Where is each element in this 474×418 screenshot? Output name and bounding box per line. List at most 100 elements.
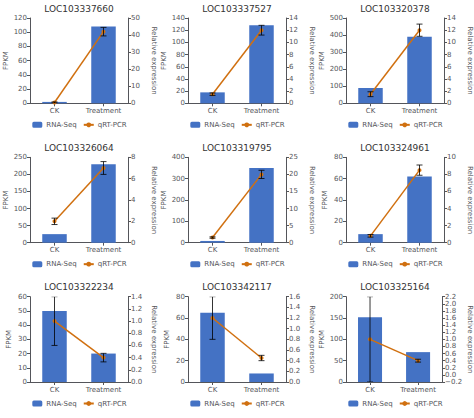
svg-text:Relative expression: Relative expression <box>466 27 474 95</box>
svg-text:10: 10 <box>131 82 140 90</box>
svg-text:qRT-PCR: qRT-PCR <box>414 400 443 408</box>
svg-text:RNA-Seq: RNA-Seq <box>362 400 392 408</box>
svg-text:0.0: 0.0 <box>289 378 300 386</box>
svg-text:0: 0 <box>131 239 135 247</box>
svg-text:Relative expression: Relative expression <box>150 305 158 373</box>
svg-text:60: 60 <box>18 293 27 301</box>
svg-text:20: 20 <box>176 87 185 95</box>
svg-text:40: 40 <box>334 196 343 204</box>
svg-text:120: 120 <box>172 26 185 34</box>
svg-text:FPKM: FPKM <box>163 330 171 349</box>
svg-text:RNA-Seq: RNA-Seq <box>362 121 392 129</box>
svg-text:100: 100 <box>330 335 343 343</box>
svg-text:0.8: 0.8 <box>131 329 142 337</box>
svg-text:25: 25 <box>289 153 298 161</box>
svg-text:50: 50 <box>131 14 140 22</box>
svg-text:Treatment: Treatment <box>401 246 438 254</box>
svg-text:FPKM: FPKM <box>160 51 168 70</box>
svg-text:Treatment: Treatment <box>85 386 122 394</box>
svg-text:0.0: 0.0 <box>445 371 456 379</box>
svg-text:4: 4 <box>447 75 452 83</box>
svg-text:−0.2: −0.2 <box>445 378 462 386</box>
svg-text:1.4: 1.4 <box>445 321 457 329</box>
svg-text:0: 0 <box>289 239 293 247</box>
svg-text:CK: CK <box>208 246 218 254</box>
svg-text:Treatment: Treatment <box>243 107 280 115</box>
svg-text:250: 250 <box>14 153 27 161</box>
svg-text:40: 40 <box>18 71 27 79</box>
svg-text:LOC103325164: LOC103325164 <box>360 282 430 292</box>
svg-text:80: 80 <box>334 153 343 161</box>
svg-text:CK: CK <box>50 107 60 115</box>
svg-text:RNA-Seq: RNA-Seq <box>46 400 76 408</box>
svg-text:15: 15 <box>289 187 298 195</box>
svg-text:200: 200 <box>14 170 27 178</box>
svg-text:200: 200 <box>330 65 343 73</box>
svg-text:100: 100 <box>14 28 27 36</box>
svg-text:FPKM: FPKM <box>318 51 326 70</box>
svg-text:FPKM: FPKM <box>5 330 13 349</box>
svg-text:0: 0 <box>339 239 343 247</box>
svg-text:0: 0 <box>181 99 185 107</box>
svg-text:Treatment: Treatment <box>243 246 280 254</box>
svg-text:60: 60 <box>18 57 27 65</box>
svg-text:2.0: 2.0 <box>445 300 456 308</box>
svg-text:Treatment: Treatment <box>85 107 122 115</box>
svg-text:0.0: 0.0 <box>131 378 142 386</box>
svg-text:200: 200 <box>172 196 185 204</box>
svg-text:0.4: 0.4 <box>445 357 457 365</box>
svg-text:0.4: 0.4 <box>131 354 143 362</box>
svg-text:LOC103342117: LOC103342117 <box>202 282 272 292</box>
svg-text:5: 5 <box>289 222 293 230</box>
svg-text:100: 100 <box>172 38 185 46</box>
svg-text:60: 60 <box>176 314 185 322</box>
svg-text:20: 20 <box>18 350 27 358</box>
svg-text:CK: CK <box>208 386 218 394</box>
svg-text:20: 20 <box>289 170 298 178</box>
svg-text:0: 0 <box>181 239 185 247</box>
svg-text:50: 50 <box>334 357 343 365</box>
svg-text:100: 100 <box>14 205 27 213</box>
svg-text:1.4: 1.4 <box>289 303 301 311</box>
svg-text:RNA-Seq: RNA-Seq <box>362 260 392 268</box>
svg-text:14: 14 <box>447 14 456 22</box>
svg-text:100: 100 <box>172 217 185 225</box>
svg-text:CK: CK <box>208 107 218 115</box>
svg-text:1.8: 1.8 <box>445 307 456 315</box>
svg-text:RNA-Seq: RNA-Seq <box>46 260 76 268</box>
svg-text:30: 30 <box>18 335 27 343</box>
svg-text:Relative expression: Relative expression <box>466 166 474 234</box>
svg-text:Relative expression: Relative expression <box>308 305 316 373</box>
svg-text:0.2: 0.2 <box>445 364 456 372</box>
svg-text:1.4: 1.4 <box>131 293 143 301</box>
svg-text:qRT-PCR: qRT-PCR <box>98 400 127 408</box>
svg-text:100: 100 <box>330 82 343 90</box>
svg-text:2: 2 <box>447 87 451 95</box>
svg-text:1.6: 1.6 <box>289 293 301 301</box>
svg-text:20: 20 <box>334 217 343 225</box>
svg-text:0: 0 <box>289 99 293 107</box>
svg-text:1.2: 1.2 <box>445 328 456 336</box>
svg-text:10: 10 <box>18 364 27 372</box>
svg-text:qRT-PCR: qRT-PCR <box>98 121 127 129</box>
svg-text:150: 150 <box>14 187 27 195</box>
svg-text:60: 60 <box>334 175 343 183</box>
svg-text:LOC103337660: LOC103337660 <box>44 4 114 14</box>
svg-text:qRT-PCR: qRT-PCR <box>98 260 127 268</box>
svg-text:1.0: 1.0 <box>445 335 456 343</box>
svg-text:2: 2 <box>289 87 293 95</box>
svg-text:14: 14 <box>289 14 298 22</box>
svg-text:0.8: 0.8 <box>289 335 300 343</box>
svg-text:0: 0 <box>447 99 451 107</box>
svg-text:50: 50 <box>18 222 27 230</box>
svg-text:20: 20 <box>131 65 140 73</box>
svg-text:qRT-PCR: qRT-PCR <box>256 121 285 129</box>
svg-text:CK: CK <box>50 246 60 254</box>
svg-text:10: 10 <box>289 38 298 46</box>
svg-text:CK: CK <box>366 246 376 254</box>
svg-text:12: 12 <box>289 26 298 34</box>
svg-text:CK: CK <box>365 386 375 394</box>
svg-text:0.2: 0.2 <box>289 367 300 375</box>
svg-text:0: 0 <box>339 99 343 107</box>
svg-text:FPKM: FPKM <box>321 191 329 210</box>
